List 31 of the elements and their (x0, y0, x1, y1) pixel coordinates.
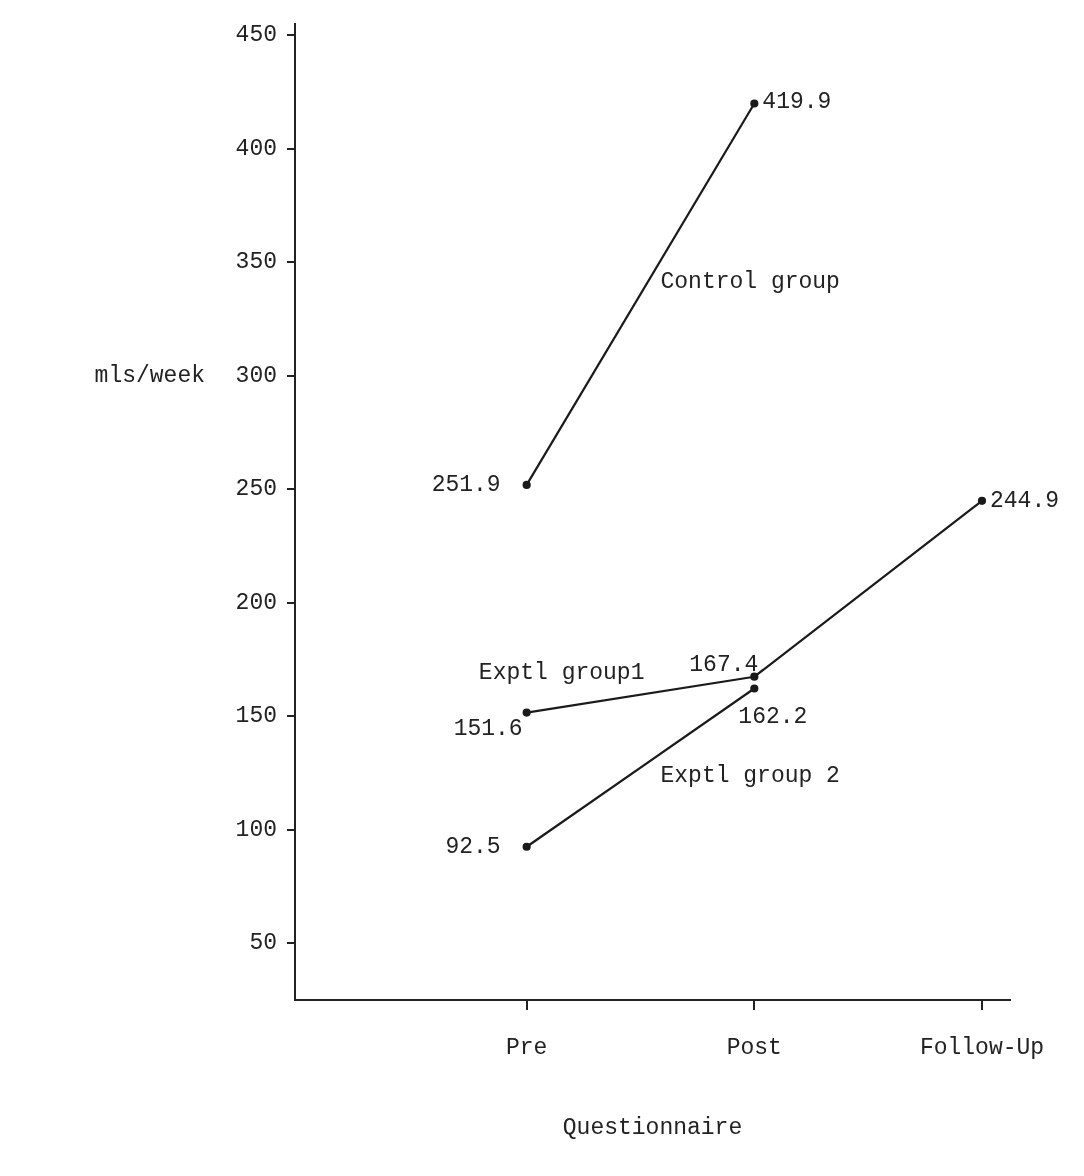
x-tick-label: Pre (505, 1034, 548, 1061)
y-tick-label: 400 (235, 135, 277, 162)
point (750, 672, 759, 681)
y-tick-label: 350 (235, 249, 277, 276)
point (522, 708, 531, 717)
y-tick-label: 300 (235, 362, 277, 389)
point (977, 496, 987, 505)
point (750, 99, 759, 108)
data-label: 92.5 (445, 833, 501, 860)
series-label: Control group (660, 269, 840, 296)
data-label: 151.6 (453, 715, 523, 742)
point (522, 480, 531, 489)
point (750, 684, 759, 693)
y-axis-title: mls/week (94, 362, 205, 389)
y-tick-label: 150 (235, 703, 277, 730)
x-tick-label: Post (726, 1034, 782, 1061)
series-label: Exptl group 2 (660, 762, 840, 789)
data-label: 244.9 (990, 487, 1060, 514)
y-tick-label: 200 (235, 589, 277, 616)
point (522, 842, 531, 851)
data-label: 419.9 (762, 88, 832, 115)
y-tick-label: 100 (235, 816, 277, 843)
series-label: Exptl group1 (478, 659, 645, 686)
y-tick-label: 450 (235, 22, 277, 49)
y-tick-label: 50 (249, 930, 277, 957)
y-tick-label: 250 (235, 476, 277, 503)
x-axis-title: Questionnaire (562, 1115, 743, 1142)
data-label: 251.9 (431, 471, 501, 498)
data-label: 167.4 (689, 651, 759, 678)
x-tick-label: Follow-Up (919, 1034, 1045, 1061)
data-label: 162.2 (738, 703, 808, 730)
